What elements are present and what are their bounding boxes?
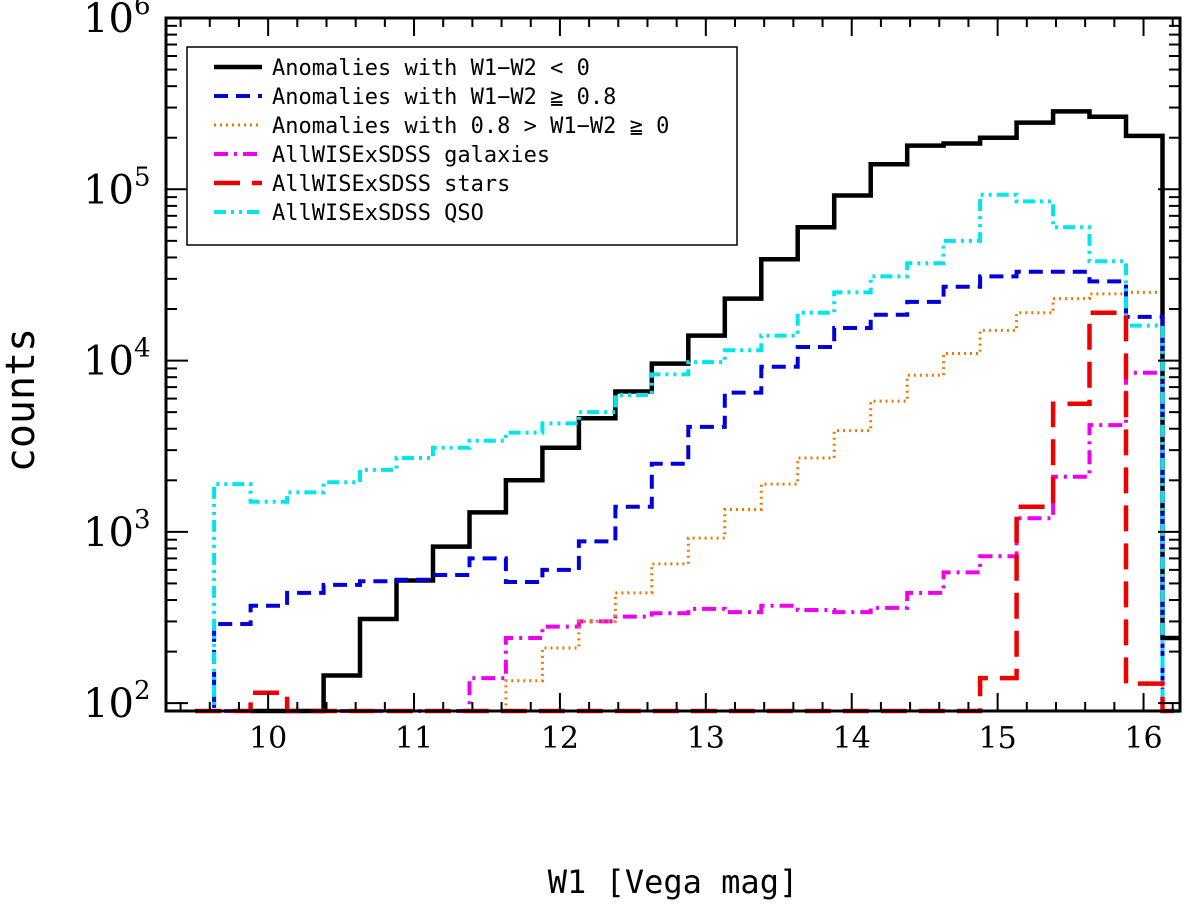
x-tick-labels: 10 11 12 13 14 15 16 [249,721,1163,756]
legend-label-5: AllWISExSDSS QSO [272,201,484,226]
series-line-2 [469,290,1180,713]
x-tick-label: 12 [541,721,579,756]
x-axis-title: W1 [Vega mag] [548,863,798,901]
plot-frame [164,16,1182,713]
legend-box [186,46,738,246]
legend: Anomalies with W1−W2 < 0 Anomalies with W… [186,46,738,246]
y-tick-exponent: 6 [134,0,151,21]
legend-label-4: AllWISExSDSS stars [272,172,510,197]
legend-label-0: Anomalies with W1−W2 < 0 [272,56,590,81]
y-tick-exponent: 3 [134,505,151,535]
y-tick-label: 10 [83,681,134,727]
y-tick-exponent: 5 [134,162,151,192]
legend-label-1: Anomalies with W1−W2 ≧ 0.8 [272,85,616,110]
y-tick-exponent: 4 [134,334,151,364]
y-tick-label: 10 [83,0,134,42]
y-axis-title: counts [0,328,44,473]
x-tick-label: 13 [687,721,725,756]
legend-label-3: AllWISExSDSS galaxies [272,143,550,168]
series-line-5 [195,192,1180,713]
y-tick-label: 10 [83,167,134,213]
series-line-1 [195,269,1180,713]
x-tick-label: 11 [395,721,433,756]
x-tick-label: 16 [1124,721,1162,756]
y-tick-exponent: 2 [134,676,151,706]
y-tick-label: 10 [83,510,134,556]
legend-label-2: Anomalies with 0.8 > W1−W2 ≧ 0 [272,114,669,139]
series-line-3 [195,370,1180,713]
y-tick-label: 10 [83,339,134,385]
x-tick-label: 10 [249,721,287,756]
series-line-0 [250,109,1180,714]
x-tick-label: 14 [833,721,871,756]
x-tick-label: 15 [979,721,1017,756]
